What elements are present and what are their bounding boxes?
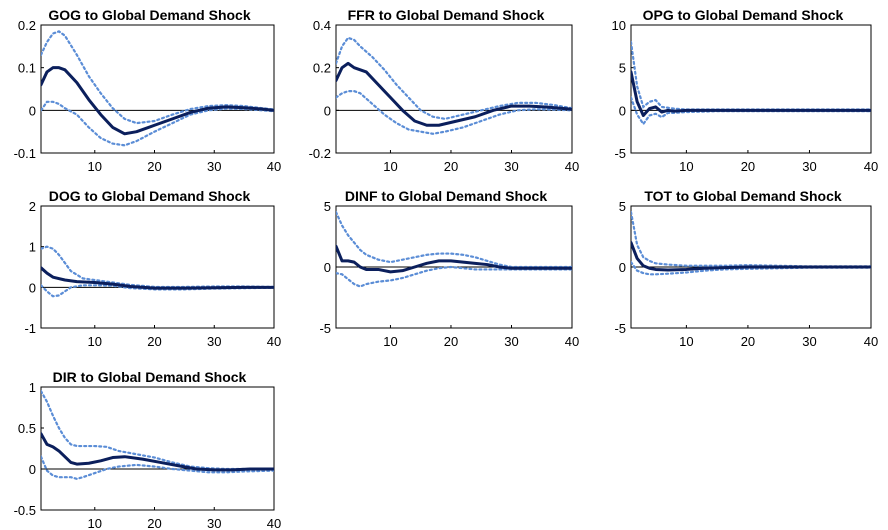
y-tick-label: -0.2 xyxy=(309,146,331,161)
y-tick-label: 2 xyxy=(29,199,36,214)
panel-title: DIR to Global Demand Shock xyxy=(53,369,247,385)
y-tick-label: 5 xyxy=(619,61,626,76)
impulse-response-line xyxy=(336,61,572,127)
x-tick-label: 10 xyxy=(88,334,102,349)
x-tick-label: 20 xyxy=(147,159,161,174)
impulse-response-line xyxy=(41,266,274,290)
plot-frame xyxy=(40,205,275,329)
x-tick-label: 40 xyxy=(864,159,878,174)
y-tick-label: 5 xyxy=(619,199,626,214)
x-tick-label: 30 xyxy=(504,159,518,174)
confidence-band-upper xyxy=(41,30,274,125)
y-tick-label: 0.1 xyxy=(18,61,36,76)
x-tick-label: 10 xyxy=(88,516,102,530)
y-tick-label: -0.1 xyxy=(14,146,36,161)
impulse-response-line xyxy=(41,432,274,472)
x-tick-label: 20 xyxy=(444,334,458,349)
x-tick-label: 20 xyxy=(444,159,458,174)
y-tick-label: 0.5 xyxy=(18,421,36,436)
x-tick-label: 40 xyxy=(565,334,579,349)
x-tick-label: 20 xyxy=(741,334,755,349)
x-tick-label: 40 xyxy=(565,159,579,174)
plot-frame xyxy=(335,24,573,154)
panel-title: FFR to Global Demand Shock xyxy=(348,7,545,23)
y-tick-label: 1 xyxy=(29,380,36,395)
x-tick-label: 40 xyxy=(267,159,281,174)
x-tick-label: 30 xyxy=(207,159,221,174)
irf-panel-5: DINF to Global Demand Shock 10 20 30 40 -5 0 5 xyxy=(319,188,579,349)
y-tick-label: 10 xyxy=(612,18,626,33)
x-tick-label: 20 xyxy=(147,516,161,530)
y-tick-label: -5 xyxy=(614,321,626,336)
confidence-band-lower xyxy=(336,90,572,135)
x-tick-label: 30 xyxy=(802,159,816,174)
irf-panel-2: FFR to Global Demand Shock 10 20 30 40 -0.2 0 0… xyxy=(309,7,580,174)
plot-frame xyxy=(40,386,275,511)
irf-panel-4: DOG to Global Demand Shock 10 20 30 40 -1 0 1 2 xyxy=(24,188,281,349)
x-tick-label: 30 xyxy=(802,334,816,349)
y-tick-label: 0 xyxy=(29,280,36,295)
confidence-band-lower xyxy=(631,261,871,276)
x-tick-label: 10 xyxy=(679,159,693,174)
y-tick-label: -5 xyxy=(319,321,331,336)
irf-panel-6: TOT to Global Demand Shock 10 20 30 40 -5 0 5 xyxy=(614,188,878,349)
panel-title: DINF to Global Demand Shock xyxy=(345,188,547,204)
y-tick-label: 1 xyxy=(29,240,36,255)
impulse-response-line xyxy=(41,66,274,136)
y-tick-label: -1 xyxy=(24,321,36,336)
y-tick-label: 0.2 xyxy=(313,61,331,76)
irf-panel-7: DIR to Global Demand Shock 10 20 30 40 -0.5 0 0… xyxy=(14,369,282,530)
x-tick-label: 10 xyxy=(88,159,102,174)
y-tick-label: 0 xyxy=(29,462,36,477)
x-tick-label: 30 xyxy=(504,334,518,349)
confidence-band-lower xyxy=(41,100,274,147)
confidence-band-lower xyxy=(336,265,572,288)
y-tick-label: 0 xyxy=(29,103,36,118)
panel-title: GOG to Global Demand Shock xyxy=(48,7,250,23)
x-tick-label: 30 xyxy=(207,516,221,530)
x-tick-label: 20 xyxy=(741,159,755,174)
irf-panel-3: OPG to Global Demand Shock 10 20 30 40 -5 0 5 10 xyxy=(612,7,879,174)
x-tick-label: 10 xyxy=(383,334,397,349)
x-tick-label: 10 xyxy=(383,159,397,174)
y-tick-label: 0 xyxy=(619,103,626,118)
y-tick-label: -0.5 xyxy=(14,503,36,518)
panel-title: DOG to Global Demand Shock xyxy=(49,188,251,204)
confidence-band-upper xyxy=(336,211,572,269)
y-tick-label: 0 xyxy=(619,260,626,275)
y-tick-label: 0 xyxy=(324,260,331,275)
irf-panel-1: GOG to Global Demand Shock 10 20 30 40 -0.1 0 0… xyxy=(14,7,282,174)
y-tick-label: 5 xyxy=(324,199,331,214)
confidence-band-upper xyxy=(336,36,572,120)
y-tick-label: 0.2 xyxy=(18,18,36,33)
y-tick-label: 0 xyxy=(324,103,331,118)
x-tick-label: 20 xyxy=(147,334,161,349)
x-tick-label: 40 xyxy=(267,516,281,530)
plot-frame xyxy=(40,24,275,154)
y-tick-label: 0.4 xyxy=(313,18,331,33)
impulse-response-line xyxy=(631,241,871,272)
x-tick-label: 40 xyxy=(267,334,281,349)
panel-title: OPG to Global Demand Shock xyxy=(643,7,844,23)
impulse-response-line xyxy=(631,70,871,117)
plot-frame xyxy=(630,24,872,154)
panel-title: TOT to Global Demand Shock xyxy=(644,188,842,204)
x-tick-label: 10 xyxy=(679,334,693,349)
x-tick-label: 30 xyxy=(207,334,221,349)
y-tick-label: -5 xyxy=(614,146,626,161)
confidence-band-lower xyxy=(41,455,274,480)
impulse-response-line xyxy=(336,244,572,274)
x-tick-label: 40 xyxy=(864,334,878,349)
